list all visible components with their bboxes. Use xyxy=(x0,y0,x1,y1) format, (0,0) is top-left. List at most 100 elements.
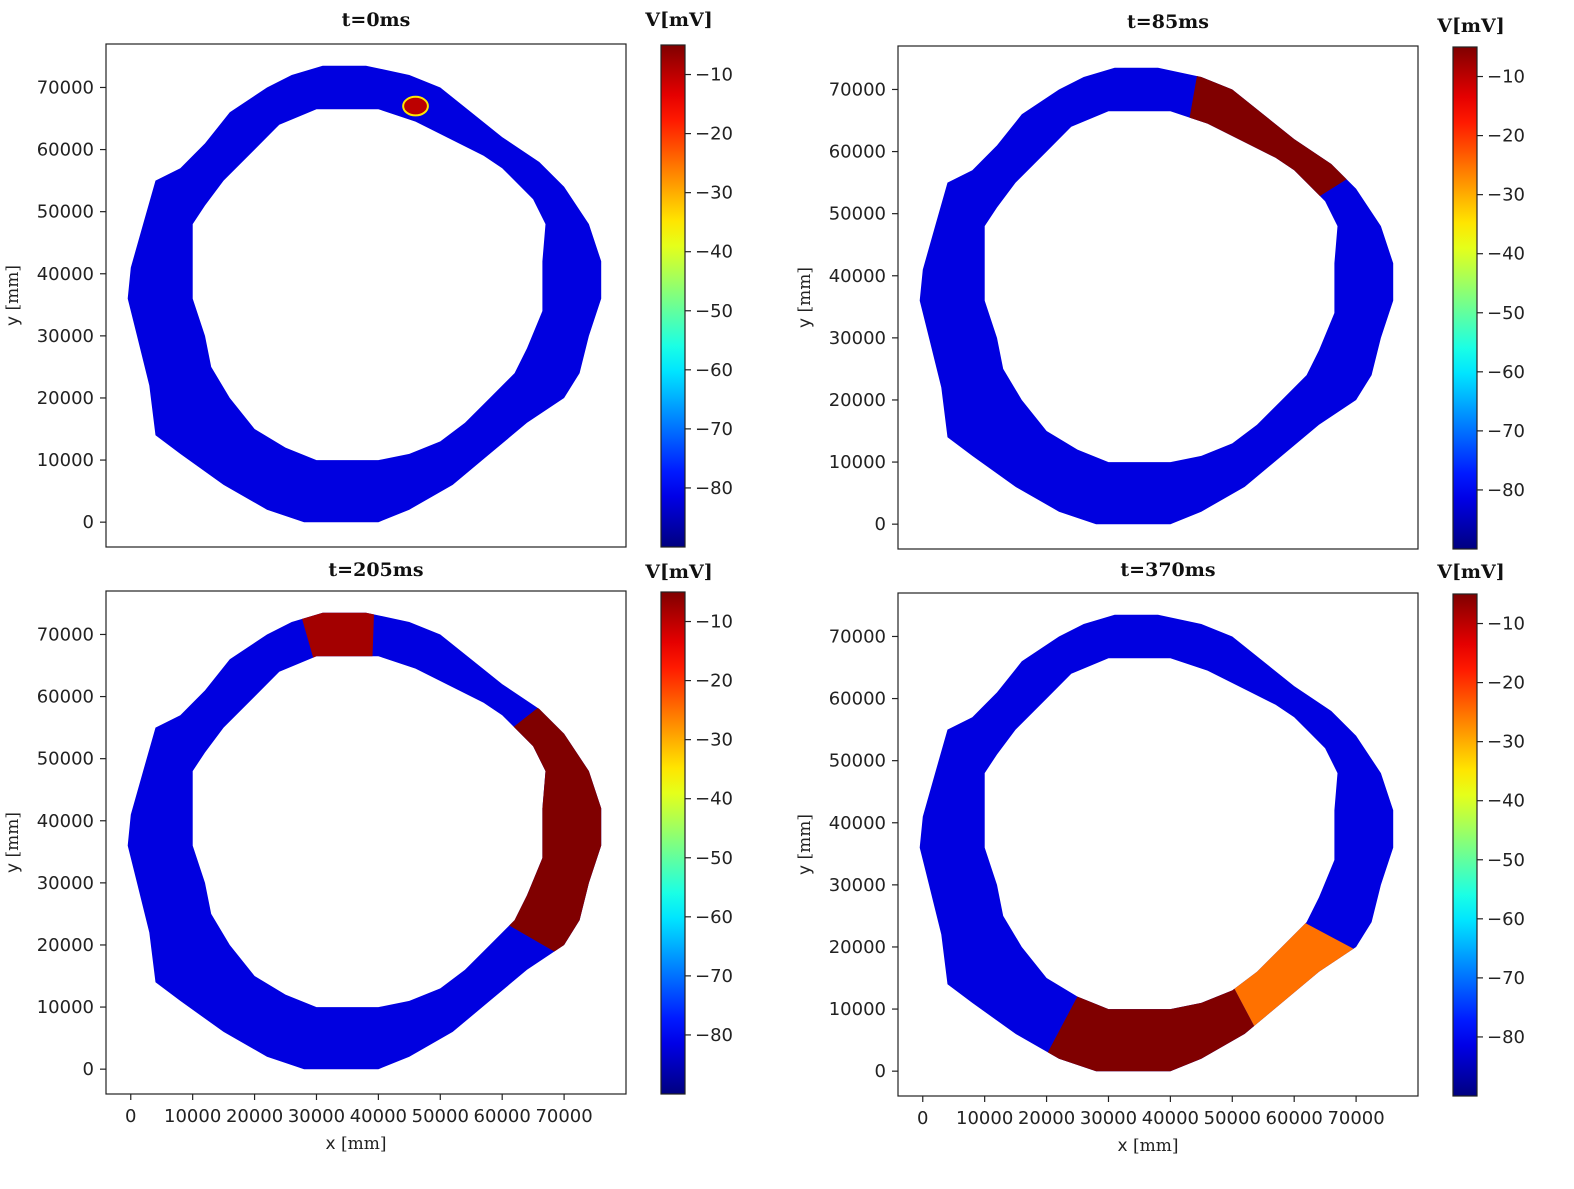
y-tick-label: 30000 xyxy=(829,328,886,349)
excitation-patch xyxy=(366,613,602,1029)
y-tick-label: 20000 xyxy=(829,390,886,411)
colorbar-tick-label: −60 xyxy=(1487,909,1525,930)
y-tick-label: 60000 xyxy=(37,687,94,708)
y-tick-label: 60000 xyxy=(829,689,886,710)
panel-2: 0 10000 20000 30000 40000 50000 60000 70000 y [m… xyxy=(795,11,1525,550)
tissue-ring xyxy=(127,65,602,523)
y-tick-label: 10000 xyxy=(829,452,886,473)
colorbar-tick-label: −10 xyxy=(695,612,733,633)
y-tick-label: 40000 xyxy=(37,811,94,832)
colorbar-tick-label: −60 xyxy=(695,907,733,928)
x-tick-label: 50000 xyxy=(412,1106,469,1127)
x-tick-label: 0 xyxy=(125,1106,136,1127)
colorbar-tick-label: −50 xyxy=(695,301,733,322)
excitation-regions xyxy=(1158,67,1394,298)
colorbar xyxy=(1452,593,1478,1097)
x-axis-label: x [mm] xyxy=(326,1134,387,1154)
colorbar-tick-label: −70 xyxy=(695,966,733,987)
tissue-ring xyxy=(919,67,1394,525)
colorbar-tick-label: −40 xyxy=(695,789,733,810)
x-tick-label: 20000 xyxy=(226,1106,283,1127)
colorbar-tick-label: −40 xyxy=(1487,244,1525,265)
y-tick-label: 70000 xyxy=(37,624,94,645)
y-tick-label: 40000 xyxy=(829,813,886,834)
x-tick-label: 0 xyxy=(917,1108,928,1129)
y-tick-label: 10000 xyxy=(829,999,886,1020)
x-tick-label: 40000 xyxy=(1142,1108,1199,1129)
y-axis-label: y [mm] xyxy=(3,265,23,326)
colorbar-tick-label: −20 xyxy=(695,671,733,692)
y-tick-label: 20000 xyxy=(829,937,886,958)
colorbar-tick-label: −30 xyxy=(1487,185,1525,206)
colorbar-tick-label: −30 xyxy=(695,730,733,751)
colorbar-tick-label: −20 xyxy=(1487,673,1525,694)
y-tick-label: 40000 xyxy=(829,266,886,287)
panel-title: t=370ms xyxy=(1120,559,1215,581)
y-tick-label: 10000 xyxy=(37,450,94,471)
y-tick-label: 30000 xyxy=(37,326,94,347)
colorbar-tick-label: −70 xyxy=(1487,968,1525,989)
x-tick-label: 40000 xyxy=(350,1106,407,1127)
colorbar xyxy=(660,44,686,548)
colorbar-tick-label: −80 xyxy=(695,1025,733,1046)
tissue-ring xyxy=(127,612,602,1070)
y-tick-label: 30000 xyxy=(829,875,886,896)
colorbar-title: V[mV] xyxy=(1436,561,1505,583)
colorbar-tick-label: −70 xyxy=(1487,421,1525,442)
x-tick-label: 10000 xyxy=(956,1108,1013,1129)
colorbar xyxy=(1452,46,1478,550)
axes-frame xyxy=(105,590,627,1095)
x-tick-label: 30000 xyxy=(1080,1108,1137,1129)
y-tick-label: 50000 xyxy=(37,202,94,223)
y-axis-label: y [mm] xyxy=(3,812,23,873)
x-tick-label: 60000 xyxy=(1266,1108,1323,1129)
y-tick-label: 0 xyxy=(83,1059,94,1080)
colorbar-tick-label: −50 xyxy=(695,848,733,869)
y-tick-label: 10000 xyxy=(37,997,94,1018)
panel-title: t=205ms xyxy=(328,559,423,581)
colorbar-tick-label: −20 xyxy=(695,124,733,145)
colorbar-tick-label: −80 xyxy=(1487,1027,1525,1048)
y-tick-label: 50000 xyxy=(37,749,94,770)
y-tick-label: 30000 xyxy=(37,873,94,894)
panel-title: t=0ms xyxy=(342,9,411,31)
y-tick-label: 70000 xyxy=(37,77,94,98)
axes-frame xyxy=(897,45,1419,550)
colorbar-tick-label: −80 xyxy=(1487,480,1525,501)
y-tick-label: 0 xyxy=(875,1061,886,1082)
colorbar-tick-label: −60 xyxy=(1487,362,1525,383)
colorbar-title: V[mV] xyxy=(644,9,713,31)
y-axis-label: y [mm] xyxy=(795,267,815,328)
x-tick-label: 20000 xyxy=(1018,1108,1075,1129)
y-tick-label: 20000 xyxy=(37,388,94,409)
colorbar-tick-label: −60 xyxy=(695,360,733,381)
colorbar-title: V[mV] xyxy=(1436,15,1505,37)
y-tick-label: 0 xyxy=(875,514,886,535)
colorbar-tick-label: −70 xyxy=(695,419,733,440)
x-tick-label: 60000 xyxy=(474,1106,531,1127)
colorbar-tick-label: −50 xyxy=(1487,303,1525,324)
y-tick-label: 70000 xyxy=(829,626,886,647)
y-tick-label: 60000 xyxy=(37,140,94,161)
y-tick-label: 60000 xyxy=(829,142,886,163)
panel-title: t=85ms xyxy=(1127,11,1209,33)
colorbar-tick-label: −20 xyxy=(1487,126,1525,147)
tissue-ring xyxy=(919,614,1394,1072)
colorbar-tick-label: −50 xyxy=(1487,850,1525,871)
y-tick-label: 0 xyxy=(83,512,94,533)
axes-frame xyxy=(105,43,627,548)
colorbar-tick-label: −40 xyxy=(695,242,733,263)
axes-frame xyxy=(897,592,1419,1097)
colorbar-tick-label: −10 xyxy=(695,65,733,86)
colorbar-tick-label: −10 xyxy=(1487,67,1525,88)
excitation-spot xyxy=(402,95,429,117)
y-tick-label: 50000 xyxy=(829,751,886,772)
y-tick-label: 70000 xyxy=(829,79,886,100)
y-tick-label: 40000 xyxy=(37,264,94,285)
colorbar-tick-label: −10 xyxy=(1487,614,1525,635)
colorbar-tick-label: −30 xyxy=(1487,732,1525,753)
colorbar-tick-label: −30 xyxy=(695,183,733,204)
x-tick-label: 70000 xyxy=(1327,1108,1384,1129)
